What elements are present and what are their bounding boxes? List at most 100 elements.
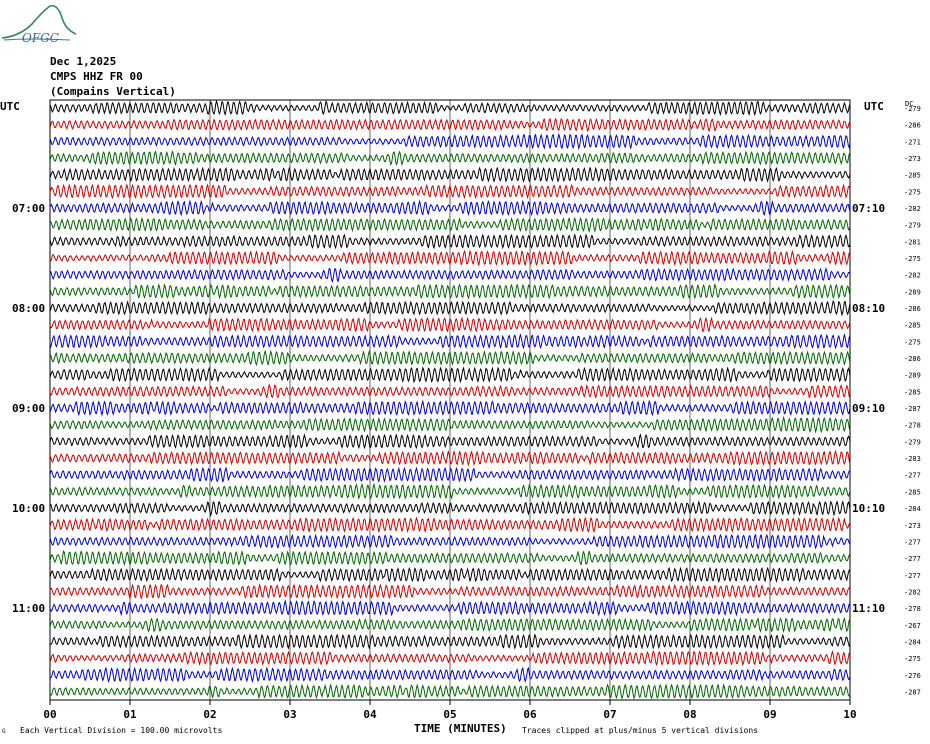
right-hour-label: 10:10	[852, 502, 885, 515]
dc-offset-label: -275	[904, 255, 921, 263]
trace-line	[49, 516, 851, 534]
trace-line	[49, 683, 851, 700]
trace-line	[49, 583, 851, 600]
dc-offset-label: -285	[904, 488, 921, 496]
trace-line	[49, 132, 851, 151]
x-axis-title: TIME (MINUTES)	[414, 722, 507, 735]
trace-line	[49, 332, 851, 350]
trace-line	[49, 266, 851, 284]
trace-line	[49, 633, 851, 650]
station-description: (Compains Vertical)	[50, 85, 176, 98]
dc-offset-label: -279	[904, 105, 921, 113]
dc-offset-label: -275	[904, 338, 921, 346]
trace-line	[49, 599, 851, 617]
dc-offset-label: -273	[904, 522, 921, 530]
left-hour-label: 09:00	[12, 402, 45, 415]
seismic-traces	[49, 99, 851, 700]
trace-line	[49, 666, 851, 684]
trace-line	[50, 249, 851, 267]
trace-line	[49, 283, 851, 300]
logo-text: OFGC	[22, 31, 59, 45]
dc-offset-label: -278	[904, 605, 921, 613]
x-tick-label: 02	[203, 708, 216, 721]
trace-line	[49, 166, 851, 183]
trace-line	[49, 383, 851, 399]
trace-line	[49, 616, 851, 634]
x-tick-labels: 00 01 02 03 04 05 06 07 08 09 10	[43, 700, 857, 721]
trace-line	[49, 415, 851, 434]
trace-line	[49, 399, 851, 417]
dc-offset-label: -289	[904, 288, 921, 296]
right-hour-label: 07:10	[852, 202, 885, 215]
dc-offset-label: -283	[904, 455, 921, 463]
right-hour-label: 08:10	[852, 302, 885, 315]
trace-line	[49, 482, 851, 500]
dc-offset-label: -285	[904, 388, 921, 396]
trace-line	[49, 366, 851, 384]
dc-offset-label: -277	[904, 555, 921, 563]
dc-offset-label: -278	[904, 422, 921, 430]
trace-line	[49, 183, 851, 200]
dc-offset-label: -282	[904, 272, 921, 280]
plot-date: Dec 1,2025	[50, 55, 117, 68]
dc-offset-labels: -279 -286 -271 -273 -285 -275 -282 -279 -281 -275…	[904, 105, 921, 696]
dc-offset-label: -277	[904, 572, 921, 580]
dc-offset-label: -273	[904, 155, 921, 163]
trace-line	[49, 150, 851, 167]
right-hour-label: 09:10	[852, 402, 885, 415]
dc-offset-label: -284	[904, 505, 921, 513]
dc-offset-label: -282	[904, 205, 921, 213]
dc-offset-label: -284	[904, 638, 921, 646]
division-note: Each Vertical Division = 100.00 microvol…	[20, 726, 223, 735]
dc-offset-label: -287	[904, 688, 921, 696]
left-hour-label: 10:00	[12, 502, 45, 515]
x-tick-label: 05	[443, 708, 456, 721]
trace-line	[50, 500, 851, 517]
x-tick-label: 10	[843, 708, 856, 721]
dc-offset-label: -279	[904, 438, 921, 446]
trace-line	[49, 216, 851, 234]
dc-offset-label: -276	[904, 672, 921, 680]
right-hour-labels: 07:10 08:10 09:10 10:10 11:10	[852, 202, 885, 615]
left-hour-label: 08:00	[12, 302, 45, 315]
x-tick-label: 08	[683, 708, 696, 721]
left-hour-label: 11:00	[12, 602, 45, 615]
trace-line	[49, 199, 851, 217]
dc-offset-label: -287	[904, 405, 921, 413]
x-tick-label: 01	[123, 708, 137, 721]
x-tick-label: 09	[763, 708, 776, 721]
dc-offset-label: -289	[904, 372, 921, 380]
dc-offset-label: -285	[904, 172, 921, 180]
trace-line	[49, 449, 851, 467]
dc-header-label: DC	[905, 100, 913, 108]
dc-offset-label: -285	[904, 322, 921, 330]
dc-offset-label: -275	[904, 188, 921, 196]
trace-line	[49, 533, 851, 550]
dc-offset-label: -277	[904, 472, 921, 480]
left-hour-label: 07:00	[12, 202, 45, 215]
clip-note: Traces clipped at plus/minus 5 vertical …	[522, 726, 759, 735]
trace-line	[49, 300, 851, 317]
dc-offset-label: -286	[904, 122, 921, 130]
dc-offset-label: -279	[904, 222, 921, 230]
dc-offset-label: -275	[904, 655, 921, 663]
corner-mark: G	[2, 728, 6, 735]
trace-line	[49, 649, 851, 667]
utc-right-label: UTC	[864, 100, 884, 113]
trace-line	[49, 349, 851, 367]
dc-offset-label: -286	[904, 305, 921, 313]
dc-offset-label: -286	[904, 355, 921, 363]
trace-line	[49, 566, 851, 584]
left-hour-labels: 07:00 08:00 09:00 10:00 11:00	[12, 202, 45, 615]
trace-line	[49, 433, 851, 450]
x-tick-label: 00	[43, 708, 56, 721]
x-tick-label: 03	[283, 708, 296, 721]
station-code: CMPS HHZ FR 00	[50, 70, 143, 83]
trace-line	[49, 99, 851, 117]
right-hour-label: 11:10	[852, 602, 885, 615]
dc-offset-label: -277	[904, 538, 921, 546]
x-tick-label: 07	[603, 708, 616, 721]
dc-offset-label: -267	[904, 622, 921, 630]
ofgc-mountain-logo-icon: OFGC	[1, 4, 77, 45]
